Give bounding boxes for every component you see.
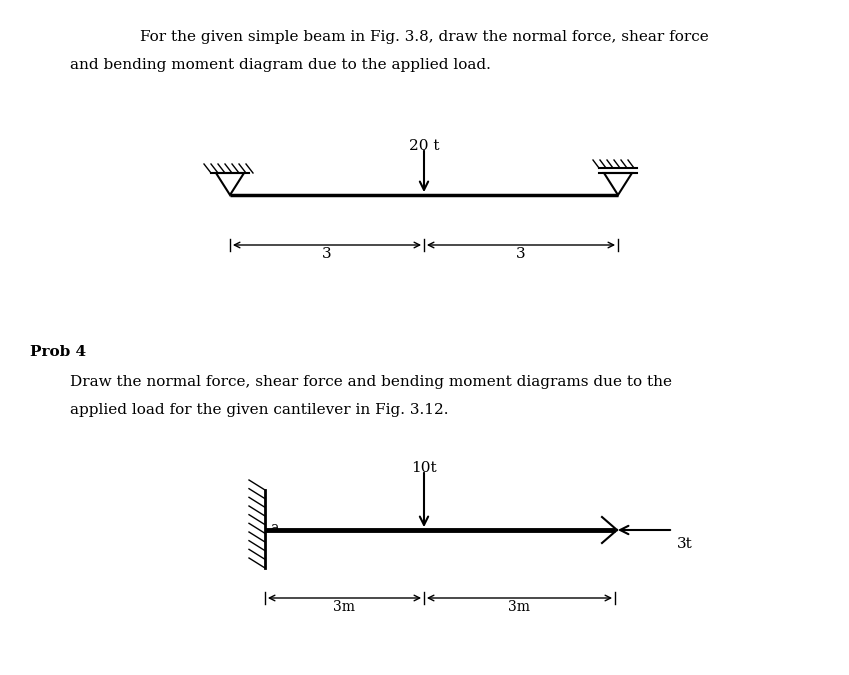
Text: and bending moment diagram due to the applied load.: and bending moment diagram due to the ap… [70,58,491,72]
Text: a: a [270,521,278,535]
Text: applied load for the given cantilever in Fig. 3.12.: applied load for the given cantilever in… [70,403,448,417]
Text: 3t: 3t [677,537,693,551]
Text: Draw the normal force, shear force and bending moment diagrams due to the: Draw the normal force, shear force and b… [70,375,672,389]
Text: 3m: 3m [334,600,356,614]
Text: For the given simple beam in Fig. 3.8, draw the normal force, shear force: For the given simple beam in Fig. 3.8, d… [139,30,708,44]
Text: 20 t: 20 t [408,139,439,153]
Text: Prob 4: Prob 4 [30,345,86,359]
Text: 3: 3 [516,247,526,261]
Text: 10t: 10t [411,461,437,475]
Text: 3: 3 [322,247,332,261]
Text: 3m: 3m [509,600,531,614]
